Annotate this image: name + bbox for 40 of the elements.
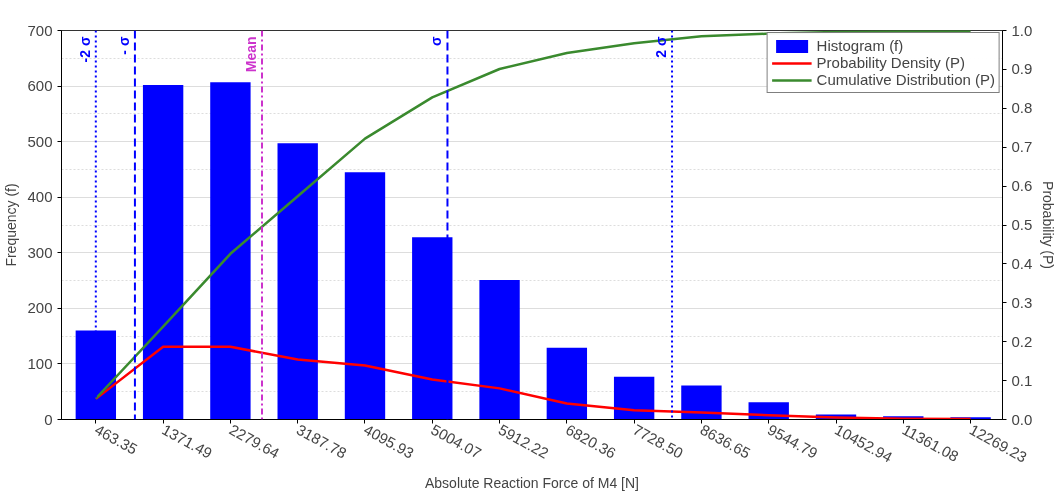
y-tick-label: 0 [44,410,53,428]
y2-tick-label: 0.9 [1011,60,1033,78]
y2-tick-label: 0.1 [1011,371,1033,389]
y-tick-label: 500 [27,132,53,150]
y2-tick-label: 0.3 [1011,293,1033,311]
bar [344,172,386,420]
y-tick-label: 400 [27,188,53,206]
line-series [94,30,972,400]
y2-tick-label: 0.8 [1011,99,1033,117]
y2-tick-label: 0.6 [1011,177,1033,195]
y2-tick-label: 0.7 [1011,138,1033,156]
legend-label: Probability Density (P) [816,54,965,71]
bar [613,376,655,420]
bar [546,347,588,420]
y2-tick-label: 1.0 [1011,21,1033,39]
ref-line-label: 2 σ [653,36,670,58]
y-tick-label: 200 [27,299,53,317]
y2-tick-label: 0.0 [1011,410,1033,428]
ref-line-label: Mean [243,36,259,73]
legend-label: Cumulative Distribution (P) [816,71,995,88]
y-tick-label: 300 [27,243,53,261]
ref-line-label: σ [428,36,445,47]
x-axis-title: Absolute Reaction Force of M4 [N] [425,475,640,492]
legend-label: Histogram (f) [816,37,904,54]
bar [479,280,520,420]
y2-axis-title: Probability (P) [1040,181,1057,269]
y2-tick-label: 0.4 [1011,254,1033,272]
y-tick-label: 100 [27,354,53,372]
y2-tick-label: 0.2 [1011,332,1033,350]
bar [142,84,184,420]
line-series [94,345,972,420]
ref-line-label: -2 σ [76,36,93,63]
y2-tick-label: 0.5 [1011,216,1033,233]
y-tick-label: 600 [27,77,53,95]
y-tick-label: 700 [27,21,53,39]
bar [681,385,722,420]
ref-line-label: - σ [115,36,132,55]
bar [210,82,251,420]
y-axis-title: Frequency (f) [3,183,20,267]
bar [277,143,318,420]
